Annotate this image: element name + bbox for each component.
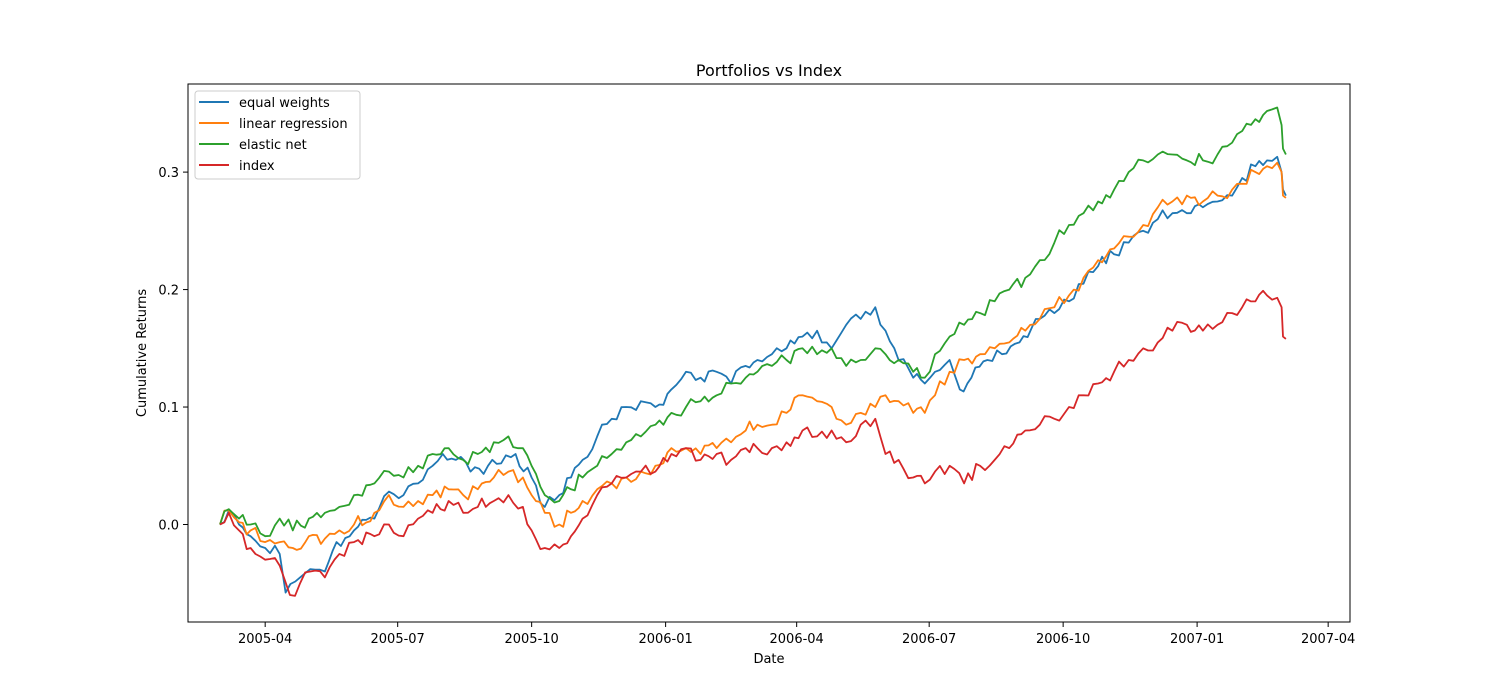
legend-label: linear regression: [239, 117, 348, 132]
chart-title: Portfolios vs Index: [696, 61, 842, 80]
x-tick-label: 2006-04: [770, 632, 824, 647]
x-tick-label: 2007-04: [1301, 632, 1355, 647]
legend: equal weights linear regression elastic ne…: [194, 90, 361, 180]
legend-box: [194, 90, 361, 180]
x-tick-label: 2006-01: [638, 632, 692, 647]
x-tick-label: 2005-10: [504, 632, 558, 647]
y-tick-label: 0.1: [158, 401, 179, 416]
x-tick-label: 2005-07: [371, 632, 425, 647]
axes-frame: [187, 83, 1351, 623]
x-axis-ticks: 2005-04 2005-07 2005-10 2006-01 2006-04 2006-…: [238, 622, 1355, 647]
plot-area: [187, 83, 1351, 623]
series-layer: [219, 106, 1287, 597]
y-tick-label: 0.0: [158, 519, 179, 534]
x-tick-label: 2007-01: [1170, 632, 1224, 647]
y-axis-label: Cumulative Returns: [135, 289, 150, 417]
legend-label: elastic net: [239, 138, 307, 153]
series-line-index: [219, 289, 1287, 597]
x-tick-label: 2006-10: [1036, 632, 1090, 647]
legend-items: equal weights linear regression elastic ne…: [199, 96, 348, 174]
x-axis-label: Date: [753, 652, 784, 667]
series-line-linear-regression: [219, 161, 1287, 551]
y-tick-label: 0.3: [158, 166, 179, 181]
legend-label: equal weights: [239, 96, 330, 111]
y-axis-ticks: 0.0 0.1 0.2 0.3: [158, 166, 188, 534]
x-tick-label: 2006-07: [902, 632, 956, 647]
series-line-elastic-net: [219, 106, 1287, 538]
y-tick-label: 0.2: [158, 284, 179, 299]
legend-label: index: [239, 159, 275, 174]
x-tick-label: 2005-04: [238, 632, 292, 647]
